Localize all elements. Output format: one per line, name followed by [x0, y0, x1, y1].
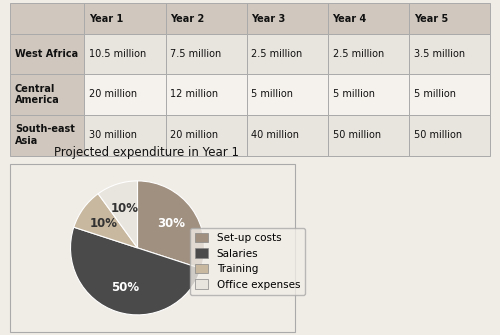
Text: 20 million: 20 million [170, 130, 218, 140]
Bar [328, 34, 409, 74]
Legend: Set-up costs, Salaries, Training, Office expenses: Set-up costs, Salaries, Training, Office… [190, 228, 306, 295]
Text: 2.5 million: 2.5 million [332, 49, 384, 59]
Text: 30%: 30% [157, 217, 185, 230]
Text: 40 million: 40 million [252, 130, 300, 140]
Text: 50%: 50% [110, 281, 138, 294]
Text: Year 3: Year 3 [252, 14, 286, 23]
Bar [84, 74, 166, 115]
Wedge shape [74, 194, 138, 248]
Text: 10%: 10% [110, 202, 138, 215]
Bar [328, 74, 409, 115]
Bar [246, 3, 328, 34]
Bar [409, 115, 490, 156]
Bar [409, 3, 490, 34]
Bar [84, 115, 166, 156]
Bar [84, 34, 166, 74]
Wedge shape [138, 181, 204, 269]
Text: 10%: 10% [90, 217, 118, 230]
Text: 50 million: 50 million [332, 130, 380, 140]
Text: 5 million: 5 million [414, 89, 456, 99]
Text: 12 million: 12 million [170, 89, 218, 99]
Text: 20 million: 20 million [89, 89, 138, 99]
Bar [246, 74, 328, 115]
Bar [409, 74, 490, 115]
Text: 10.5 million: 10.5 million [89, 49, 146, 59]
Bar [10, 115, 85, 156]
Bar [84, 3, 166, 34]
Bar [10, 34, 85, 74]
Text: Year 2: Year 2 [170, 14, 204, 23]
Bar [328, 115, 409, 156]
Bar [10, 3, 85, 34]
Text: Year 4: Year 4 [332, 14, 367, 23]
Text: 2.5 million: 2.5 million [252, 49, 302, 59]
Text: 3.5 million: 3.5 million [414, 49, 465, 59]
Bar [166, 74, 246, 115]
Text: South-east
Asia: South-east Asia [15, 124, 74, 146]
Bar [246, 115, 328, 156]
Text: 7.5 million: 7.5 million [170, 49, 222, 59]
Text: 30 million: 30 million [89, 130, 137, 140]
Bar [166, 3, 246, 34]
Text: Projected expenditure in Year 1: Projected expenditure in Year 1 [54, 146, 239, 159]
Bar [328, 3, 409, 34]
Bar [10, 74, 85, 115]
Bar [166, 115, 246, 156]
Text: Year 1: Year 1 [89, 14, 124, 23]
Text: 50 million: 50 million [414, 130, 462, 140]
Bar [409, 34, 490, 74]
Text: Year 5: Year 5 [414, 14, 448, 23]
Bar [246, 34, 328, 74]
Bar [166, 34, 246, 74]
Wedge shape [70, 227, 201, 315]
Text: West Africa: West Africa [15, 49, 78, 59]
Text: 5 million: 5 million [252, 89, 294, 99]
Text: 5 million: 5 million [332, 89, 374, 99]
Wedge shape [98, 181, 138, 248]
Text: Central
America: Central America [15, 84, 60, 105]
